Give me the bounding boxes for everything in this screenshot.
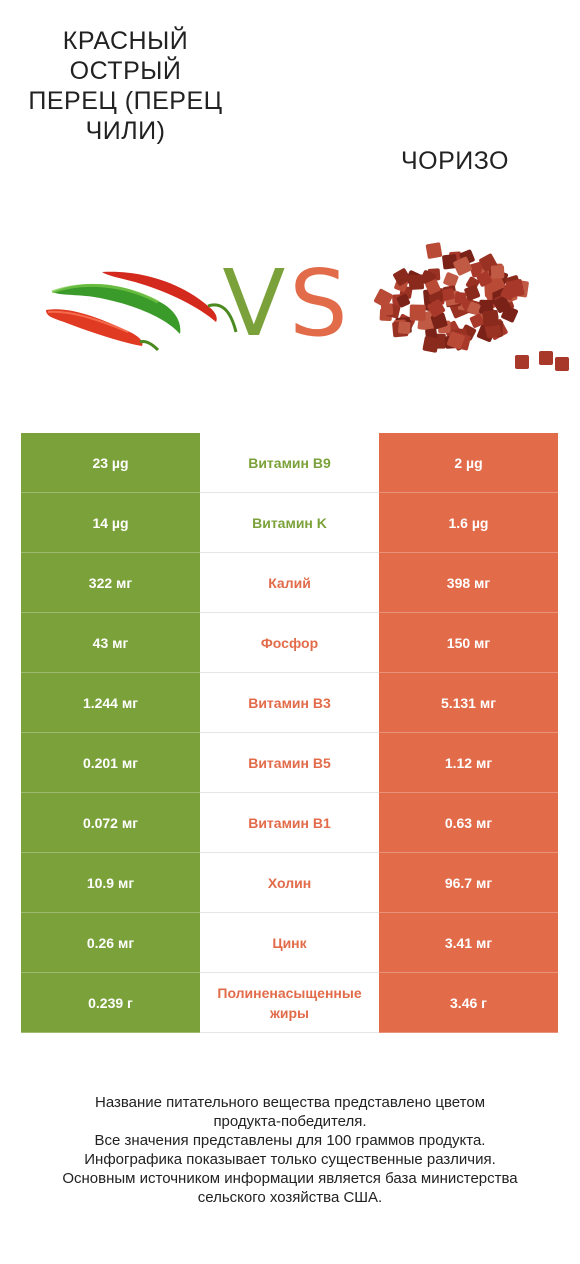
table-row: 0.26 мг Цинк 3.41 мг <box>21 913 558 973</box>
chorizo-cube <box>427 299 446 318</box>
nutrient-name: Витамин B9 <box>200 433 379 493</box>
comparison-table: 23 µg Витамин B9 2 µg 14 µg Витамин K 1.6 µg 3… <box>21 433 558 1033</box>
chorizo-cube <box>425 242 443 259</box>
chorizo-cube <box>490 265 505 279</box>
chorizo-cube <box>479 299 494 314</box>
left-value: 1.244 мг <box>21 673 200 733</box>
left-value: 23 µg <box>21 433 200 493</box>
footer-notes: Название питательного вещества представл… <box>20 1093 560 1207</box>
chorizo-cube <box>482 309 499 327</box>
nutrient-name: Холин <box>200 853 379 913</box>
right-value: 150 мг <box>379 613 558 673</box>
nutrient-name: Калий <box>200 553 379 613</box>
chorizo-cube <box>454 292 467 304</box>
nutrient-name: Полиненасыщенные жиры <box>200 973 379 1033</box>
chorizo-cube <box>422 336 440 353</box>
nutrient-name: Витамин B3 <box>200 673 379 733</box>
left-value: 0.072 мг <box>21 793 200 853</box>
chorizo-cube <box>398 321 411 335</box>
table-row: 0.201 мг Витамин B5 1.12 мг <box>21 733 558 793</box>
chorizo-cube <box>442 254 458 270</box>
left-value: 43 мг <box>21 613 200 673</box>
chorizo-cube <box>425 279 441 295</box>
nutrient-name: Фосфор <box>200 613 379 673</box>
table-row: 10.9 мг Холин 96.7 мг <box>21 853 558 913</box>
chorizo-image <box>374 242 569 371</box>
footer-line: Название питательного вещества представл… <box>94 1094 486 1111</box>
table-row: 0.239 г Полиненасыщенные жиры 3.46 г <box>21 973 558 1033</box>
chorizo-cube <box>453 256 473 276</box>
left-food-title: КРАСНЫЙ ОСТРЫЙ ПЕРЕЦ (ПЕРЕЦ ЧИЛИ) <box>28 27 223 145</box>
left-value: 322 мг <box>21 553 200 613</box>
footer-line: продукта-победителя. <box>213 1113 367 1130</box>
right-value: 1.6 µg <box>379 493 558 553</box>
chorizo-cube <box>380 303 394 316</box>
table-row: 0.072 мг Витамин B1 0.63 мг <box>21 793 558 853</box>
footer-line: сельского хозяйства США. <box>197 1189 383 1206</box>
chorizo-cube <box>393 268 411 286</box>
footer-line: Все значения представлены для 100 граммо… <box>94 1132 486 1149</box>
right-value: 3.46 г <box>379 973 558 1033</box>
table-row: 1.244 мг Витамин B3 5.131 мг <box>21 673 558 733</box>
right-value: 0.63 мг <box>379 793 558 853</box>
nutrient-name: Витамин K <box>200 493 379 553</box>
left-value: 0.26 мг <box>21 913 200 973</box>
chorizo-cube <box>408 274 425 290</box>
footer-line: Основным источником информации является … <box>62 1170 518 1187</box>
right-value: 2 µg <box>379 433 558 493</box>
table-row: 322 мг Калий 398 мг <box>21 553 558 613</box>
chorizo-cube <box>442 288 455 301</box>
right-value: 3.41 мг <box>379 913 558 973</box>
right-value: 1.12 мг <box>379 733 558 793</box>
chorizo-cube <box>515 355 529 369</box>
chorizo-cube <box>469 313 484 328</box>
right-value: 96.7 мг <box>379 853 558 913</box>
versus-label: VS <box>222 250 352 357</box>
right-value: 5.131 мг <box>379 673 558 733</box>
chorizo-cube <box>464 284 481 301</box>
chorizo-cube <box>446 331 465 350</box>
nutrient-name: Витамин B1 <box>200 793 379 853</box>
right-value: 398 мг <box>379 553 558 613</box>
chorizo-cube <box>396 294 411 308</box>
left-value: 14 µg <box>21 493 200 553</box>
chili-pepper-image <box>46 271 238 352</box>
right-food-title: ЧОРИЗО <box>400 147 510 175</box>
table-row: 23 µg Витамин B9 2 µg <box>21 433 558 493</box>
chorizo-cube <box>555 357 569 371</box>
nutrient-name: Цинк <box>200 913 379 973</box>
left-value: 0.239 г <box>21 973 200 1033</box>
chorizo-cube <box>443 272 459 288</box>
nutrient-name: Витамин B5 <box>200 733 379 793</box>
chorizo-cube <box>539 351 553 365</box>
table-row: 43 мг Фосфор 150 мг <box>21 613 558 673</box>
left-value: 0.201 мг <box>21 733 200 793</box>
chorizo-cube <box>467 301 481 315</box>
chorizo-cube <box>500 284 516 301</box>
chorizo-cube <box>374 288 393 308</box>
table-row: 14 µg Витамин K 1.6 µg <box>21 493 558 553</box>
left-value: 10.9 мг <box>21 853 200 913</box>
chorizo-cube <box>476 271 492 287</box>
chorizo-cube <box>493 295 511 313</box>
chorizo-cube <box>409 304 426 321</box>
footer-line: Инфографика показывает только существенн… <box>84 1151 496 1168</box>
